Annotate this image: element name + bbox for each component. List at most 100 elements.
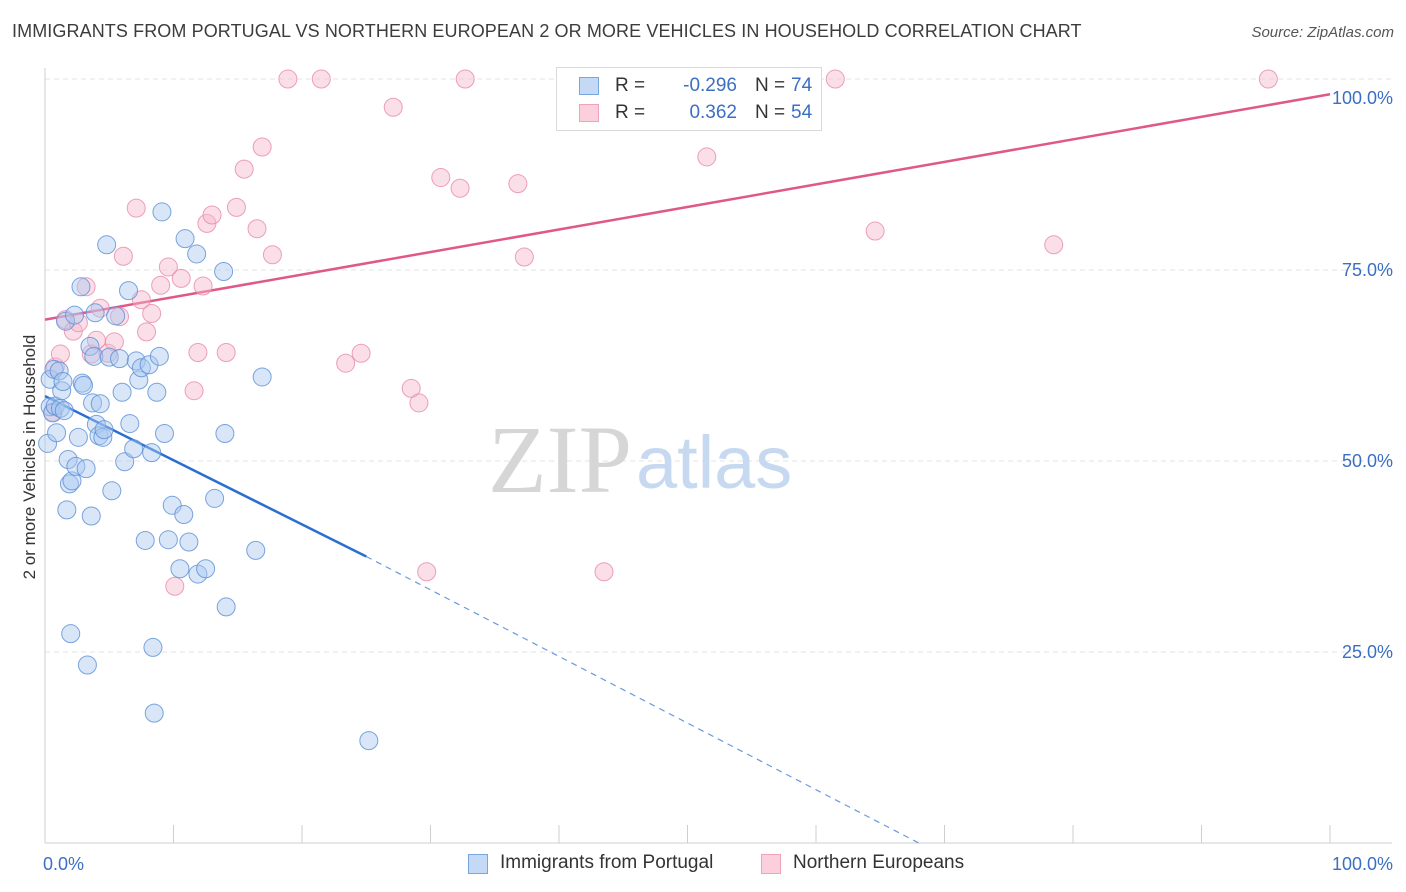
data-point-northern-europeans xyxy=(508,174,528,194)
data-point-portugal xyxy=(196,559,216,579)
data-point-portugal xyxy=(174,504,194,524)
data-point-portugal xyxy=(57,500,77,520)
y-tick-label: 25.0% xyxy=(1342,642,1393,662)
data-point-portugal xyxy=(102,481,122,501)
y-tick-label: 75.0% xyxy=(1342,260,1393,280)
data-point-northern-europeans xyxy=(151,275,171,295)
data-point-portugal xyxy=(215,423,235,443)
watermark-atlas: atlas xyxy=(636,421,792,504)
data-point-portugal xyxy=(81,506,101,526)
data-point-northern-europeans xyxy=(455,69,475,89)
data-point-northern-europeans xyxy=(247,219,267,239)
data-point-portugal xyxy=(170,559,190,579)
data-point-northern-europeans xyxy=(514,247,534,267)
data-point-northern-europeans xyxy=(825,69,845,89)
data-point-northern-europeans xyxy=(1258,69,1278,89)
data-point-portugal xyxy=(131,358,151,378)
data-point-portugal xyxy=(47,423,67,443)
data-point-northern-europeans xyxy=(431,168,451,188)
stats-legend: R = -0.296 N = 74 R = 0.362 N = 54 xyxy=(556,67,822,131)
data-point-portugal xyxy=(216,597,236,617)
data-point-portugal xyxy=(149,346,169,366)
data-point-northern-europeans xyxy=(131,290,151,310)
data-point-portugal xyxy=(53,372,73,392)
data-point-portugal xyxy=(62,471,82,491)
data-point-northern-europeans xyxy=(137,322,157,342)
data-point-portugal xyxy=(142,443,162,463)
x-tick-label: 0.0% xyxy=(43,854,84,874)
data-point-portugal xyxy=(85,303,105,323)
data-point-portugal xyxy=(90,394,110,414)
data-point-northern-europeans xyxy=(409,393,429,413)
data-point-portugal xyxy=(84,346,104,366)
data-point-northern-europeans xyxy=(450,178,470,198)
data-point-portugal xyxy=(80,336,100,356)
watermark-zip: ZIP xyxy=(488,406,632,513)
data-point-northern-europeans xyxy=(594,562,614,582)
data-point-northern-europeans xyxy=(262,245,282,265)
data-point-northern-europeans xyxy=(184,381,204,401)
bottom-legend-label: Northern Europeans xyxy=(793,852,965,873)
data-point-northern-europeans xyxy=(865,221,885,241)
data-point-portugal xyxy=(97,235,117,255)
portugal-points xyxy=(38,202,379,751)
bottom-legend-swatch-blue xyxy=(468,854,488,874)
data-point-northern-europeans xyxy=(234,159,254,179)
data-point-portugal xyxy=(54,401,74,421)
data-point-portugal xyxy=(124,439,144,459)
data-point-northern-europeans xyxy=(76,277,96,297)
data-point-portugal xyxy=(106,306,126,326)
data-point-portugal xyxy=(187,244,207,264)
data-point-portugal xyxy=(119,281,139,301)
trend-line-portugal-extension xyxy=(365,555,920,844)
tick-labels: 25.0% 50.0% 75.0% 100.0% 0.0% 100.0% xyxy=(43,88,1393,874)
data-point-portugal xyxy=(76,459,96,479)
chart-title: IMMIGRANTS FROM PORTUGAL VS NORTHERN EUR… xyxy=(12,21,1082,41)
data-point-portugal xyxy=(147,382,167,402)
northern-europeans-points xyxy=(43,69,1278,596)
data-point-portugal xyxy=(158,530,178,550)
trend-line-northern-europeans xyxy=(44,93,1331,321)
data-point-portugal xyxy=(65,305,85,325)
data-point-northern-europeans xyxy=(126,198,146,218)
data-point-portugal xyxy=(49,361,69,381)
data-point-portugal xyxy=(94,420,114,440)
bottom-legend-label: Immigrants from Portugal xyxy=(500,852,714,873)
legend-r-label: R = xyxy=(615,75,646,96)
data-point-portugal xyxy=(68,427,88,447)
data-point-portugal xyxy=(359,731,379,751)
data-point-northern-europeans xyxy=(278,69,298,89)
axes xyxy=(44,68,1392,844)
data-point-portugal xyxy=(115,452,135,472)
data-point-portugal xyxy=(135,530,155,550)
data-point-northern-europeans xyxy=(417,562,437,582)
legend-r-label: R = xyxy=(615,102,646,123)
data-point-portugal xyxy=(58,449,78,469)
data-point-portugal xyxy=(93,427,113,447)
data-point-portugal xyxy=(139,355,159,375)
data-point-portugal xyxy=(152,202,172,222)
data-point-northern-europeans xyxy=(311,69,331,89)
legend-n-label: N = xyxy=(755,75,786,96)
data-point-portugal xyxy=(179,532,199,552)
bottom-legend-swatch-pink xyxy=(761,854,781,874)
data-point-northern-europeans xyxy=(202,205,222,225)
source-label: Source: ZipAtlas.com xyxy=(1251,24,1394,41)
data-point-northern-europeans xyxy=(165,576,185,596)
data-point-northern-europeans xyxy=(351,343,371,363)
data-point-portugal xyxy=(61,624,81,644)
data-point-northern-europeans xyxy=(336,353,356,373)
data-point-portugal xyxy=(175,229,195,249)
data-point-portugal xyxy=(77,655,97,675)
legend-n-value: 54 xyxy=(791,102,813,123)
data-point-northern-europeans xyxy=(142,304,162,324)
data-point-northern-europeans xyxy=(216,343,236,363)
legend-n-value: 74 xyxy=(791,75,813,96)
legend-swatch-blue xyxy=(579,77,599,95)
data-point-portugal xyxy=(83,393,103,413)
data-point-northern-europeans xyxy=(1044,235,1064,255)
data-point-portugal xyxy=(71,277,91,297)
data-point-portugal xyxy=(99,347,119,367)
data-point-portugal xyxy=(155,423,175,443)
